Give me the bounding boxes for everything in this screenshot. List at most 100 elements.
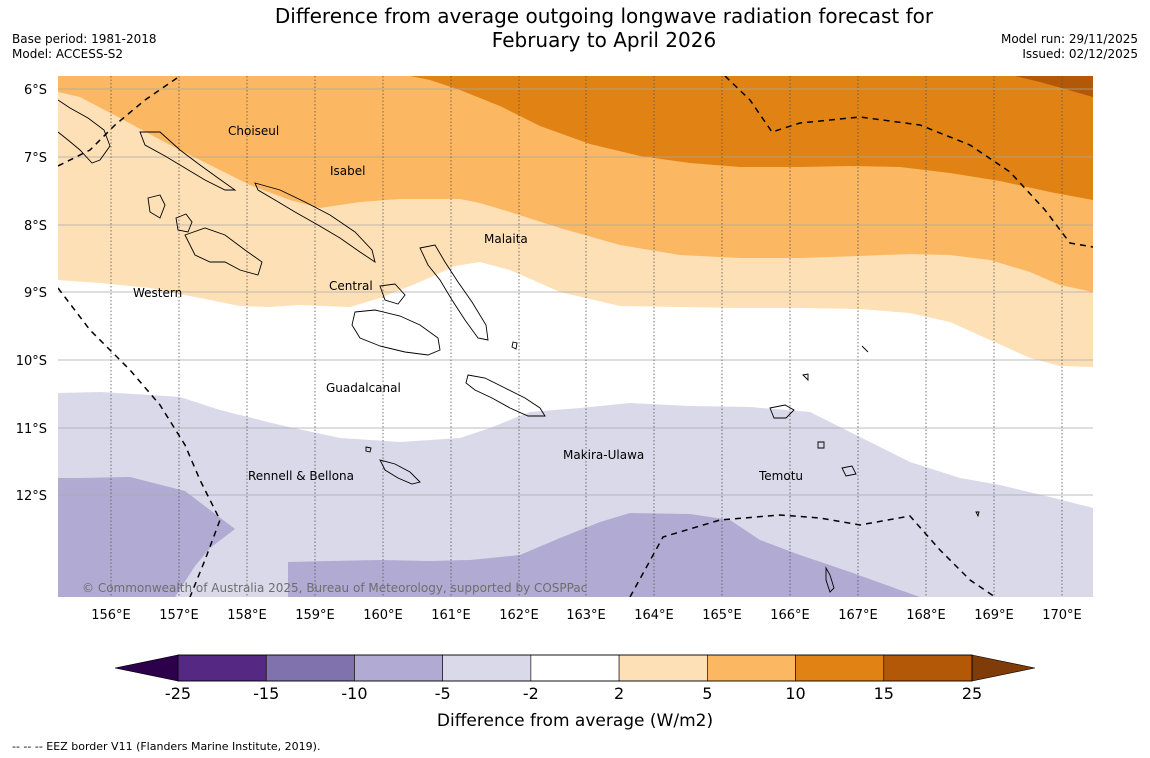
latitude-gridlines bbox=[58, 88, 1093, 496]
lon-label: 163°E bbox=[566, 608, 606, 623]
colorbar-tick-label: 10 bbox=[785, 684, 805, 703]
province-label-western: Western bbox=[133, 286, 182, 300]
lon-label: 157°E bbox=[159, 608, 199, 623]
lon-label: 170°E bbox=[1042, 608, 1082, 623]
latitude-labels: 6°S 7°S 8°S 9°S 10°S 11°S 12°S bbox=[16, 83, 47, 504]
copyright-text: © Commonwealth of Australia 2025, Bureau… bbox=[82, 581, 587, 595]
chart-title: Difference from average outgoing longwav… bbox=[0, 4, 1150, 52]
lon-label: 158°E bbox=[227, 608, 267, 623]
island-ontong-java bbox=[861, 345, 869, 353]
colorbar-swatch bbox=[707, 654, 796, 682]
eez-border-lines bbox=[58, 76, 1093, 597]
colorbar-tick-label: 25 bbox=[962, 684, 982, 703]
colorbar-under-arrow bbox=[114, 654, 179, 682]
province-label-temotu: Temotu bbox=[758, 469, 803, 483]
colorbar-swatch bbox=[795, 654, 885, 682]
colorbar-swatches bbox=[177, 654, 973, 682]
colorbar-tick-label: -10 bbox=[341, 684, 367, 703]
colorbar-tick-labels: -25 -15 -10 -5 -2 2 5 10 15 25 bbox=[165, 684, 982, 703]
colorbar-label: Difference from average (W/m2) bbox=[437, 711, 713, 731]
contour-fill-layer bbox=[58, 76, 1093, 597]
island-utupua bbox=[817, 441, 825, 449]
colorbar-swatch bbox=[618, 654, 708, 682]
colorbar-tick-label: -5 bbox=[435, 684, 451, 703]
island-guadalcanal bbox=[351, 309, 441, 356]
province-label-guadalcanal: Guadalcanal bbox=[326, 381, 401, 395]
lon-label: 160°E bbox=[363, 608, 403, 623]
lon-label: 162°E bbox=[499, 608, 539, 623]
province-label-choiseul: Choiseul bbox=[228, 124, 279, 138]
model-run-text: Model run: 29/11/2025 bbox=[1000, 32, 1138, 46]
lon-label: 161°E bbox=[431, 608, 471, 623]
province-label-central: Central bbox=[329, 279, 373, 293]
colorbar-frame bbox=[177, 654, 973, 682]
island-vanikoro bbox=[841, 465, 857, 477]
eez-border-northeast bbox=[724, 76, 1093, 248]
colorbar-swatch bbox=[177, 654, 267, 682]
lon-label: 166°E bbox=[770, 608, 810, 623]
island-bellona bbox=[365, 446, 372, 453]
lat-label: 12°S bbox=[16, 489, 47, 504]
lat-label: 9°S bbox=[24, 286, 47, 301]
lon-label: 159°E bbox=[295, 608, 335, 623]
colorbar-tick-label: -25 bbox=[165, 684, 191, 703]
band-negative-2-5 bbox=[58, 392, 1093, 597]
island-anuta bbox=[825, 566, 835, 593]
lon-label: 164°E bbox=[634, 608, 674, 623]
island-isabel bbox=[254, 182, 376, 264]
province-label-isabel: Isabel bbox=[330, 164, 365, 178]
province-labels: Choiseul Isabel Malaita Western Central … bbox=[133, 124, 803, 483]
island-new-georgia bbox=[184, 227, 263, 276]
colorbar-swatch bbox=[265, 654, 355, 682]
province-label-makira-ulawa: Makira-Ulawa bbox=[563, 448, 644, 462]
eez-border-west bbox=[58, 287, 221, 597]
band-positive-15-25 bbox=[1015, 76, 1093, 97]
island-bougainville bbox=[58, 99, 111, 164]
band-positive-10-15 bbox=[410, 76, 1093, 200]
lat-label: 8°S bbox=[24, 219, 47, 234]
island-nggela bbox=[379, 283, 406, 305]
lat-label: 11°S bbox=[16, 422, 47, 437]
colorbar-tick-label: 15 bbox=[874, 684, 894, 703]
longitude-labels: 156°E 157°E 158°E 159°E 160°E 161°E 162°… bbox=[91, 608, 1082, 623]
lat-label: 10°S bbox=[16, 354, 47, 369]
lon-label: 165°E bbox=[702, 608, 742, 623]
eez-border-north bbox=[58, 76, 181, 167]
model-text: Model: ACCESS-S2 bbox=[12, 47, 124, 61]
island-malaita bbox=[419, 244, 489, 341]
island-tikopia bbox=[975, 511, 980, 518]
province-label-malaita: Malaita bbox=[484, 232, 528, 246]
lon-label: 167°E bbox=[838, 608, 878, 623]
colorbar: -25 -15 -10 -5 -2 2 5 10 15 25 Difference from av… bbox=[114, 654, 1036, 731]
lon-label: 156°E bbox=[91, 608, 131, 623]
island-duff bbox=[802, 373, 809, 382]
lon-label: 169°E bbox=[974, 608, 1014, 623]
island-sikaiana bbox=[511, 341, 518, 350]
meta-right: Model run: 29/11/2025 Issued: 02/12/2025 bbox=[1001, 32, 1138, 62]
province-label-rennell-bellona: Rennell & Bellona bbox=[248, 469, 354, 483]
longitude-gridlines bbox=[110, 76, 1063, 597]
lat-label: 6°S bbox=[24, 83, 47, 98]
issued-text: Issued: 02/12/2025 bbox=[1022, 47, 1138, 61]
island-makira bbox=[465, 374, 546, 417]
lon-label: 168°E bbox=[906, 608, 946, 623]
island-choiseul bbox=[139, 131, 237, 191]
meta-left: Base period: 1981-2018 Model: ACCESS-S2 bbox=[12, 32, 157, 62]
title-line-2: February to April 2026 bbox=[491, 28, 717, 52]
lat-label: 7°S bbox=[24, 151, 47, 166]
island-vella-lavella bbox=[147, 194, 166, 219]
eez-border-southeast bbox=[629, 514, 996, 597]
gridlines bbox=[58, 76, 1093, 597]
title-line-1: Difference from average outgoing longwav… bbox=[274, 4, 934, 28]
colorbar-swatch bbox=[442, 654, 532, 682]
colorbar-tick-label: -15 bbox=[253, 684, 279, 703]
colorbar-tick-label: -2 bbox=[523, 684, 539, 703]
island-coastlines bbox=[58, 99, 980, 593]
colorbar-swatch bbox=[883, 654, 973, 682]
island-rennell bbox=[379, 459, 421, 485]
colorbar-tick-label: 5 bbox=[702, 684, 712, 703]
colorbar-swatch bbox=[530, 654, 620, 682]
colorbar-over-arrow bbox=[971, 654, 1036, 682]
base-period-text: Base period: 1981-2018 bbox=[12, 32, 157, 46]
